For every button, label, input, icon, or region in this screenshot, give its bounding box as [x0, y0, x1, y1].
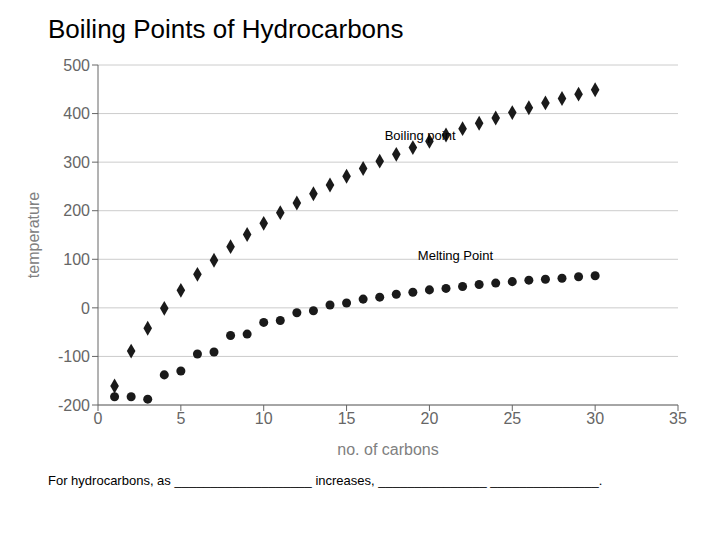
svg-text:100: 100 [63, 251, 90, 268]
svg-text:500: 500 [63, 57, 90, 74]
svg-text:400: 400 [63, 105, 90, 122]
svg-text:300: 300 [63, 154, 90, 171]
svg-text:Boiling point: Boiling point [385, 128, 456, 143]
html-text:Boiling Points of Hydrocarbons: Boiling Points of Hydrocarbons [48, 14, 404, 44]
svg-text:no. of carbons: no. of carbons [337, 441, 438, 458]
svg-text:5: 5 [176, 410, 185, 427]
svg-text:30: 30 [586, 410, 604, 427]
svg-text:0: 0 [81, 300, 90, 317]
svg-text:20: 20 [421, 410, 439, 427]
svg-text:0: 0 [94, 410, 103, 427]
svg-text:-100: -100 [58, 348, 90, 365]
svg-text:15: 15 [338, 410, 356, 427]
svg-text:25: 25 [503, 410, 521, 427]
svg-text:10: 10 [255, 410, 273, 427]
svg-text:Melting Point: Melting Point [418, 248, 494, 263]
html-text:For hydrocarbons, as _________: For hydrocarbons, as ___________________… [48, 473, 603, 488]
svg-text:temperature: temperature [25, 192, 42, 278]
svg-text:-200: -200 [58, 397, 90, 414]
svg-text:35: 35 [669, 410, 687, 427]
svg-text:200: 200 [63, 202, 90, 219]
